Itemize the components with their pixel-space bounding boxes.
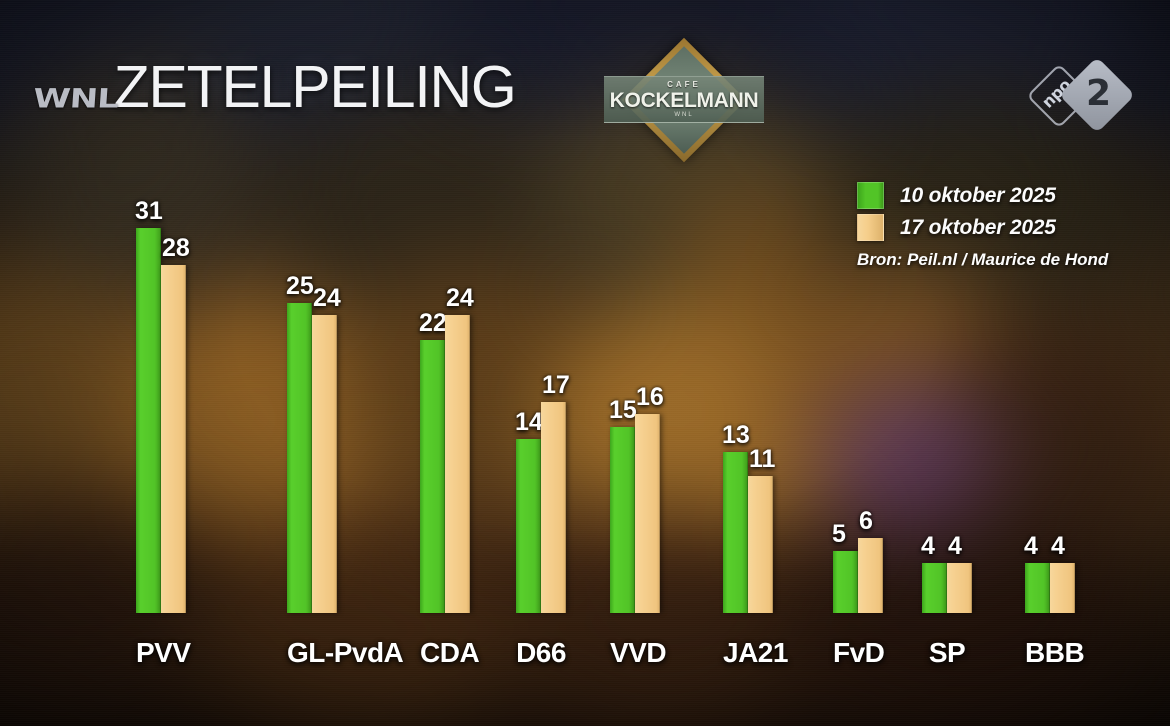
bar-ja21-series-1[interactable] bbox=[723, 451, 748, 613]
bar-fvd-series-1[interactable] bbox=[833, 550, 858, 613]
bar-value-ja21-series-1: 13 bbox=[722, 420, 750, 449]
legend: 10 oktober 2025 17 oktober 2025 Bron: Pe… bbox=[857, 182, 1157, 270]
bar-pvv-series-2[interactable] bbox=[161, 265, 186, 613]
bar-value-vvd-series-2: 16 bbox=[636, 383, 664, 412]
bar-d66-series-2[interactable] bbox=[541, 401, 566, 613]
kockelmann-band: CAFE KOCKELMANN WNL bbox=[604, 76, 764, 123]
axis-label-pvv: PVV bbox=[136, 637, 191, 668]
cafe-kockelmann-logo: CAFE KOCKELMANN WNL bbox=[600, 37, 768, 163]
axis-label-cda: CDA bbox=[420, 637, 480, 668]
axis-label-fvd: FvD bbox=[833, 637, 885, 668]
bar-gl-pvda-series-2[interactable] bbox=[312, 314, 337, 613]
header: WNL ZETELPEILING CAFE KOCKELMANN WNL npo… bbox=[0, 0, 1170, 163]
bar-value-pvv-series-1: 31 bbox=[135, 196, 163, 225]
bar-value-sp-series-2: 4 bbox=[948, 532, 962, 561]
bar-value-vvd-series-1: 15 bbox=[609, 395, 637, 424]
bar-value-bbb-series-2: 4 bbox=[1051, 532, 1065, 561]
bar-value-sp-series-1: 4 bbox=[921, 532, 935, 561]
axis-label-gl-pvda: GL-PvdA bbox=[287, 637, 404, 668]
bar-cda-series-2[interactable] bbox=[445, 314, 470, 613]
bar-value-pvv-series-2: 28 bbox=[162, 234, 190, 263]
legend-item: 17 oktober 2025 bbox=[857, 214, 1157, 241]
legend-swatch-series-1 bbox=[857, 182, 884, 209]
bar-value-bbb-series-1: 4 bbox=[1024, 532, 1038, 561]
bar-gl-pvda-series-1[interactable] bbox=[287, 302, 312, 613]
bar-value-fvd-series-2: 6 bbox=[859, 507, 873, 536]
bar-d66-series-1[interactable] bbox=[516, 439, 541, 613]
axis-label-ja21: JA21 bbox=[723, 637, 788, 668]
bar-vvd-series-2[interactable] bbox=[635, 414, 660, 613]
axis-label-d66: D66 bbox=[516, 637, 566, 668]
bar-value-cda-series-1: 22 bbox=[419, 308, 447, 337]
bar-ja21-series-2[interactable] bbox=[748, 476, 773, 613]
bar-sp-series-1[interactable] bbox=[922, 563, 947, 613]
legend-label-series-1: 10 oktober 2025 bbox=[900, 183, 1056, 207]
page-title: ZETELPEILING bbox=[113, 54, 517, 120]
legend-label-series-2: 17 oktober 2025 bbox=[900, 215, 1056, 239]
kockelmann-cafe-text: CAFE bbox=[667, 80, 701, 89]
bar-vvd-series-1[interactable] bbox=[610, 426, 635, 613]
bar-value-ja21-series-2: 11 bbox=[749, 445, 776, 474]
legend-swatch-series-2 bbox=[857, 214, 884, 241]
bar-value-gl-pvda-series-2: 24 bbox=[313, 283, 341, 312]
bar-value-fvd-series-1: 5 bbox=[832, 519, 846, 548]
bar-value-cda-series-2: 24 bbox=[446, 283, 474, 312]
axis-label-sp: SP bbox=[928, 637, 966, 668]
bar-bbb-series-2[interactable] bbox=[1050, 563, 1075, 613]
bar-value-d66-series-2: 17 bbox=[542, 370, 570, 399]
legend-item: 10 oktober 2025 bbox=[857, 182, 1157, 209]
axis-label-bbb: BBB bbox=[1025, 637, 1085, 668]
bar-value-d66-series-1: 14 bbox=[515, 408, 543, 437]
title-block: WNL ZETELPEILING bbox=[32, 54, 517, 120]
npo2-logo: npo 2 bbox=[1026, 56, 1142, 134]
axis-label-vvd: VVD bbox=[610, 637, 667, 668]
bar-value-gl-pvda-series-1: 25 bbox=[286, 271, 314, 300]
bar-cda-series-1[interactable] bbox=[420, 339, 445, 613]
legend-source: Bron: Peil.nl / Maurice de Hond bbox=[857, 250, 1109, 269]
kockelmann-name-text: KOCKELMANN bbox=[609, 89, 759, 112]
bar-fvd-series-2[interactable] bbox=[858, 538, 883, 613]
npo-channel-number: 2 bbox=[1086, 73, 1112, 114]
bar-sp-series-2[interactable] bbox=[947, 563, 972, 613]
bar-pvv-series-1[interactable] bbox=[136, 227, 161, 613]
kockelmann-sub-text: WNL bbox=[674, 112, 694, 118]
bar-bbb-series-1[interactable] bbox=[1025, 563, 1050, 613]
